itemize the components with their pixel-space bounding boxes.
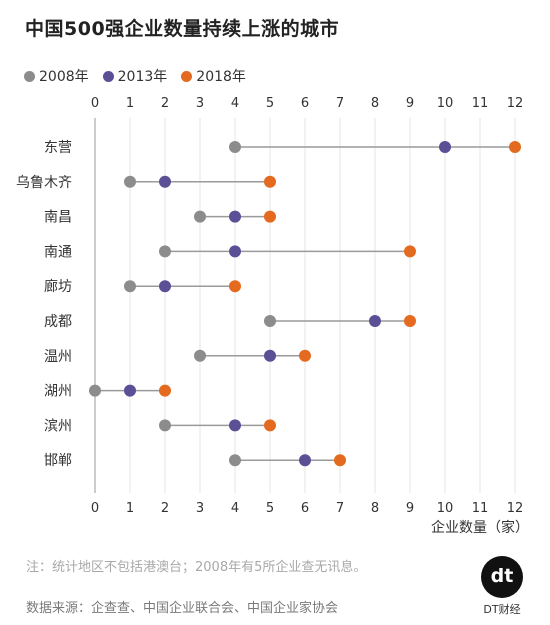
dot-2013年 [299,454,311,467]
x-tick-label-bottom: 4 [231,501,239,516]
category-label: 东营 [44,140,72,156]
x-tick-label-top: 7 [336,96,344,111]
dot-2018年 [264,419,276,432]
legend-label-2018: 2018年 [196,69,246,85]
dot-2018年 [159,384,171,397]
x-tick-label-top: 12 [507,96,524,111]
dot-2018年 [229,280,241,293]
x-tick-label-top: 0 [91,96,99,111]
x-tick-label-top: 10 [437,96,454,111]
category-label: 乌鲁木齐 [16,175,72,191]
logo-text: DT财经 [483,603,521,616]
dot-2018年 [509,141,521,153]
legend-label-2008: 2008年 [39,69,89,85]
x-tick-label-top: 9 [406,96,414,111]
dot-2013年 [159,175,171,188]
legend-dot-2008 [24,70,35,82]
x-tick-label-top: 3 [196,96,204,111]
legend-dot-2018 [181,70,193,82]
dot-2008年 [229,141,241,153]
dt-logo: dt DT财经 [478,556,526,617]
dot-2008年 [159,245,171,258]
x-tick-label-bottom: 9 [406,501,414,516]
category-label: 廊坊 [44,278,72,295]
category-label: 南通 [44,244,72,260]
dot-2013年 [369,315,381,327]
dot-2008年 [159,419,171,432]
dot-2018年 [264,210,276,223]
x-tick-label-bottom: 0 [91,501,99,516]
x-tick-label-top: 5 [266,96,274,111]
dot-2008年 [194,210,206,223]
x-tick-label-bottom: 10 [437,501,454,516]
x-tick-label-bottom: 5 [266,501,274,516]
x-tick-label-bottom: 8 [371,501,379,516]
x-tick-label-top: 1 [126,96,134,111]
dot-2013年 [264,349,276,362]
category-label: 温州 [44,349,72,365]
dot-2013年 [439,141,451,153]
dot-2018年 [264,175,276,188]
legend: 2008年 2013年 2018年 [24,66,260,86]
dot-2013年 [229,419,241,432]
category-label: 湖州 [44,384,72,400]
category-label: 成都 [44,314,72,330]
dot-2018年 [404,315,416,327]
x-axis-label: 企业数量（家） [431,519,529,536]
footnote: 注：统计地区不包括港澳台；2008年有5所企业查无讯息。 [26,560,367,575]
dot-2013年 [159,280,171,293]
dot-2018年 [299,349,311,362]
x-tick-label-bottom: 1 [126,501,134,516]
legend-dot-2013 [102,70,114,82]
legend-label-2013: 2013年 [117,69,168,85]
x-tick-label-top: 4 [231,96,239,111]
legend-item-2018: 2018年 [181,66,246,86]
dot-2008年 [124,175,136,188]
x-tick-label-bottom: 3 [196,501,204,516]
x-tick-label-top: 11 [472,96,489,111]
x-tick-label-top: 6 [301,96,309,111]
dot-2008年 [194,349,206,362]
dot-2008年 [89,384,101,397]
logo-icon: dt [481,556,523,598]
dot-2013年 [124,384,136,397]
data-source: 数据来源：企查查、中国企业联合会、中国企业家协会 [26,601,339,616]
category-label: 滨州 [44,418,72,434]
x-tick-label-bottom: 7 [336,501,344,516]
x-tick-label-top: 8 [371,96,379,111]
x-tick-label-bottom: 2 [161,501,169,516]
category-label: 南昌 [44,210,72,226]
dot-2008年 [264,315,276,327]
x-tick-label-top: 2 [161,96,169,111]
dot-2013年 [229,210,241,223]
dot-2018年 [334,454,346,467]
x-tick-label-bottom: 12 [507,501,524,516]
legend-item-2013: 2013年 [102,66,168,86]
dot-2013年 [229,245,241,258]
dot-2018年 [404,245,416,258]
chart-title: 中国500强企业数量持续上涨的城市 [25,18,340,40]
legend-item-2008: 2008年 [24,66,89,86]
category-label: 邯郸 [44,453,72,469]
dot-2008年 [124,280,136,293]
dot-2008年 [229,454,241,467]
x-tick-label-bottom: 6 [301,501,309,516]
x-tick-label-bottom: 11 [472,501,489,516]
